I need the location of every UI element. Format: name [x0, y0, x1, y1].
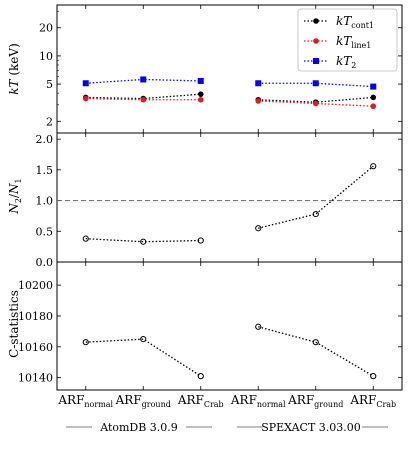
x-category-label-3: ARFnormal	[230, 393, 286, 409]
data-point-2-0-0-1	[140, 336, 147, 343]
data-point-1-0-0-1	[140, 238, 147, 245]
legend-marker-2	[313, 58, 319, 64]
y-tick-label-0-2: 10	[39, 50, 53, 63]
data-point-2-0-1-1	[312, 339, 319, 346]
group-label-spexact: SPEXACT 3.03.00	[261, 421, 361, 434]
series-line-1-0-1	[258, 165, 374, 229]
data-point-0-1-0-0	[82, 95, 89, 102]
data-point-0-2-0-1	[140, 76, 147, 83]
data-point-2-0-0-2	[197, 373, 204, 380]
x-category-label-2: ARFCrab	[177, 393, 224, 409]
ylabel-ratio: N2/N1	[7, 178, 23, 214]
x-category-label-0: ARFnormal	[57, 393, 113, 409]
data-point-0-2-0-2	[197, 77, 204, 84]
data-point-0-0-0-2	[197, 91, 204, 97]
data-point-1-0-1-1	[312, 210, 319, 218]
legend: kTcont1 kTline1 kT2	[297, 8, 398, 72]
y-tick-label-1-4: 2.0	[36, 133, 54, 146]
data-point-0-1-1-0	[255, 98, 262, 104]
y-tick-label-0-1: 5	[46, 78, 53, 91]
x-category-label-5: ARFCrab	[349, 393, 396, 409]
y-tick-label-1-0: 0.0	[36, 256, 54, 269]
ylabel-temperature: kT (keV)	[7, 43, 21, 95]
panel-ratio: 0.0 0.5 1.0 1.5 2.0	[36, 132, 403, 269]
series-line-0-2-0	[85, 78, 201, 84]
x-category-label-1: ARFground	[115, 393, 171, 409]
x-category-labels: ARFnormal ARFground ARFCrab ARFnormal ARFgro…	[57, 393, 396, 409]
data-point-0-1-1-1	[312, 100, 319, 107]
legend-marker-0	[313, 18, 319, 24]
data-point-1-0-0-2	[197, 237, 204, 244]
y-tick-label-1-2: 1.0	[36, 195, 54, 208]
data-point-2-0-1-2	[370, 373, 377, 380]
series-line-0-0-0	[85, 93, 201, 100]
data-point-2-0-0-0	[82, 339, 89, 346]
series-line-0-1-0	[85, 97, 201, 101]
y-tick-label-1-3: 1.5	[36, 164, 54, 177]
legend-marker-1	[313, 38, 319, 44]
data-point-0-1-1-2	[370, 103, 377, 110]
data-point-0-0-1-2	[370, 94, 377, 101]
legend-label-2: kT2	[336, 54, 356, 70]
legend-label-0: kTcont1	[336, 14, 374, 30]
data-point-0-2-1-2	[370, 83, 377, 90]
data-point-1-0-1-2	[370, 163, 377, 170]
series-line-1-0-0	[85, 238, 201, 243]
panel-frame-2	[56, 261, 403, 391]
y-tick-label-2-3: 10200	[18, 279, 53, 292]
panel-cstat: 10140 10160 10180 10200	[18, 261, 403, 391]
series-line-2-0-1	[258, 326, 374, 377]
series-line-2-0-0	[85, 338, 202, 377]
y-tick-label-2-2: 10180	[18, 310, 53, 323]
y-tick-label-2-1: 10160	[18, 341, 53, 354]
data-point-0-2-1-0	[255, 80, 262, 87]
data-point-0-1-0-1	[140, 96, 147, 103]
panel-frame-1	[56, 132, 403, 263]
ylabel-cstat: C-statistics	[7, 290, 21, 358]
group-labels: AtomDB 3.0.9 SPEXACT 3.03.00	[66, 421, 388, 434]
legend-label-1: kTline1	[336, 34, 371, 50]
group-label-atomdb: AtomDB 3.0.9	[99, 421, 178, 434]
data-point-1-0-0-0	[82, 235, 89, 242]
y-tick-label-0-0: 2	[46, 115, 53, 128]
data-point-1-0-1-0	[255, 225, 262, 232]
series-line-0-1-1	[258, 100, 374, 107]
data-point-2-0-1-0	[255, 323, 262, 330]
y-tick-label-1-1: 0.5	[36, 225, 54, 238]
data-point-0-2-1-1	[312, 80, 319, 87]
y-tick-label-0-3: 20	[39, 22, 53, 35]
legend-box	[297, 8, 398, 72]
data-point-0-2-0-0	[82, 80, 89, 87]
x-category-label-4: ARFground	[287, 393, 343, 409]
y-tick-label-2-0: 10140	[18, 372, 53, 385]
data-point-0-1-0-2	[197, 96, 204, 103]
